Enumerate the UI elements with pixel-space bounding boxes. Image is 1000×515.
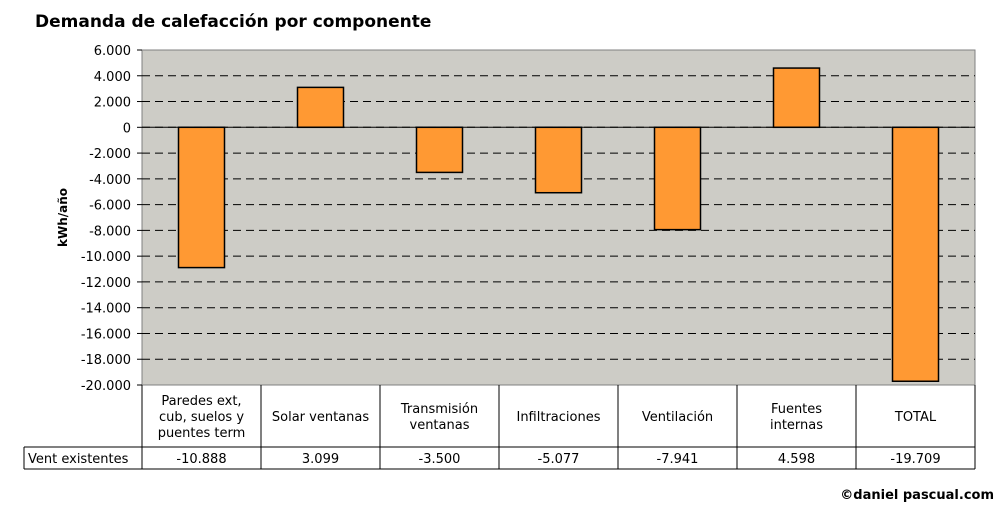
bar: [653, 126, 702, 231]
bar: [891, 126, 940, 383]
data-label: -10.888: [176, 452, 226, 467]
x-tick-label: Infiltraciones: [516, 410, 600, 425]
y-tick-label: -10.000: [81, 250, 131, 265]
chart-title: Demanda de calefacción por componente: [35, 12, 432, 32]
bar: [772, 67, 821, 129]
y-axis-label: kWh/año: [56, 188, 70, 247]
y-tick-label: 0: [123, 121, 131, 136]
x-tick-label: TOTAL: [894, 410, 937, 425]
x-tick-label: Ventilación: [642, 410, 713, 425]
y-tick-label: 2.000: [94, 96, 131, 111]
y-tick-label: 6.000: [94, 44, 131, 59]
x-tick-label: Transmisión ventanas: [400, 402, 478, 433]
y-tick-label: 4.000: [94, 70, 131, 85]
data-label: 3.099: [302, 452, 339, 467]
data-label: 4.598: [778, 452, 815, 467]
series-label: Vent existentes: [28, 452, 129, 467]
y-tick-label: -18.000: [81, 353, 131, 368]
bar: [296, 86, 345, 129]
y-tick-label: -12.000: [81, 276, 131, 291]
x-tick-label: Paredes ext, cub, suelos y puentes term: [158, 394, 246, 441]
x-tick-label: Fuentes internas: [770, 402, 823, 433]
data-label: -19.709: [890, 452, 940, 467]
y-tick-label: -4.000: [89, 173, 131, 188]
y-tick-label: -14.000: [81, 302, 131, 317]
y-tick-label: -20.000: [81, 379, 131, 394]
bar: [415, 126, 464, 174]
y-tick-label: -8.000: [89, 224, 131, 239]
y-tick-label: -2.000: [89, 147, 131, 162]
bar: [177, 126, 226, 269]
y-tick-label: -16.000: [81, 327, 131, 342]
bar: [534, 126, 583, 194]
data-label: -3.500: [419, 452, 461, 467]
copyright-text: ©daniel pascual.com: [840, 488, 994, 503]
y-tick-label: -6.000: [89, 199, 131, 214]
x-tick-label: Solar ventanas: [272, 410, 369, 425]
data-label: -5.077: [538, 452, 580, 467]
plot-area: [141, 49, 976, 386]
data-label: -7.941: [657, 452, 699, 467]
